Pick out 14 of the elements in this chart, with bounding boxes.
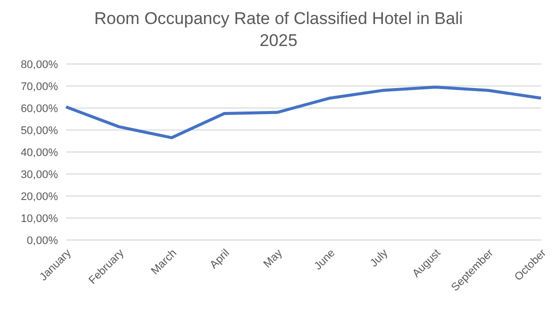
y-tick-label: 40,00% (20, 146, 58, 159)
y-tick-label: 20,00% (20, 190, 58, 203)
chart-title: Room Occupancy Rate of Classified Hotel in Bali (93, 8, 464, 30)
y-tick-label: 80,00% (20, 58, 58, 71)
x-tick-label: May (262, 246, 286, 270)
chart-subtitle: 2025 (258, 30, 298, 52)
y-tick-label: 70,00% (20, 80, 58, 93)
y-tick-label: 10,00% (20, 212, 58, 225)
y-tick-label: 60,00% (20, 102, 58, 115)
x-tick-label: July (368, 246, 391, 270)
y-tick-label: 30,00% (20, 168, 58, 181)
y-tick-label: 0,00% (26, 234, 58, 247)
y-tick-label: 50,00% (20, 124, 58, 137)
line-series (64, 86, 542, 140)
